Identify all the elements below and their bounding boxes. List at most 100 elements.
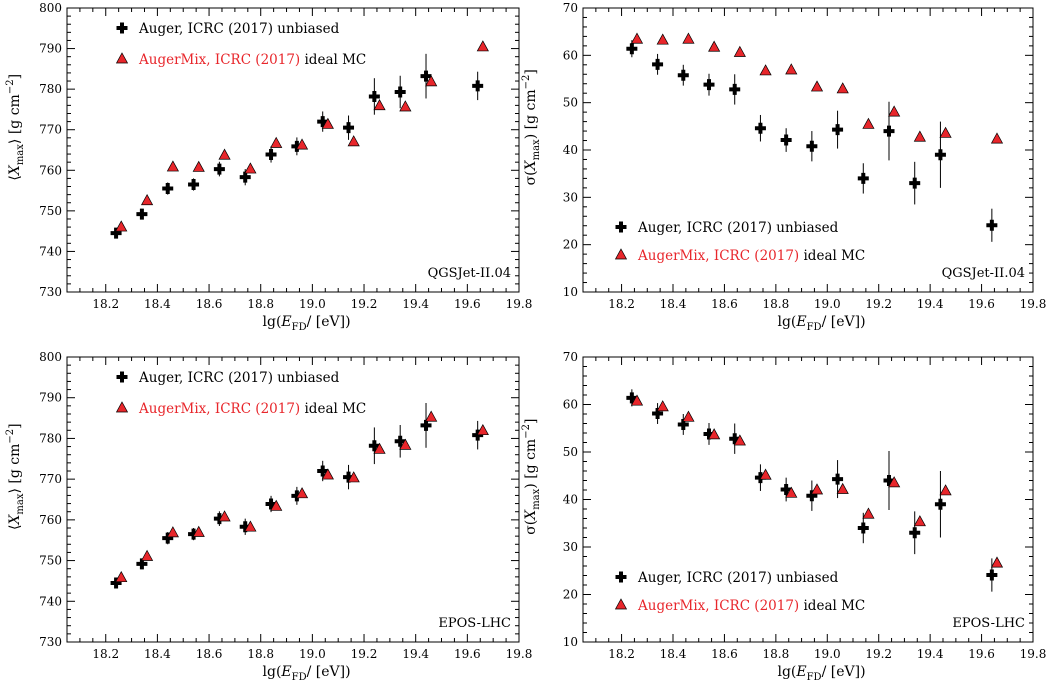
y-tick-label: 800 bbox=[39, 1, 62, 15]
data-point-auger bbox=[420, 419, 432, 431]
y-title-prefix: σ( bbox=[523, 170, 539, 185]
x-tick-label: 19.4 bbox=[917, 647, 944, 661]
data-point-augermix bbox=[913, 130, 926, 142]
y-title-suffix: ) [g cm bbox=[523, 439, 539, 489]
legend-marker-auger bbox=[615, 221, 627, 233]
data-point-auger bbox=[883, 125, 895, 137]
y-tick-label: 780 bbox=[39, 431, 62, 445]
y-tick-label: 10 bbox=[563, 285, 578, 299]
y-title-prefix: ⟨ bbox=[7, 175, 23, 180]
data-point-auger bbox=[832, 473, 844, 485]
x-title-prefix: lg( bbox=[263, 664, 282, 680]
data-point-augermix bbox=[140, 193, 154, 206]
legend-auger-name: Auger, ICRC (2017) bbox=[138, 21, 273, 37]
legend-auger-tag: unbiased bbox=[273, 21, 340, 37]
data-point-auger bbox=[291, 140, 303, 152]
data-point-auger bbox=[188, 528, 200, 540]
data-point-auger bbox=[909, 527, 921, 539]
x-title-sub: FD bbox=[292, 672, 307, 683]
y-title-suffix: ⟩ [g cm bbox=[7, 444, 23, 494]
data-point-augermix bbox=[218, 510, 231, 522]
data-point-augermix bbox=[836, 82, 849, 94]
data-point-augermix bbox=[115, 220, 128, 232]
y-tick-label: 760 bbox=[39, 513, 62, 527]
y-axis-title: ⟨Xmax⟩ [g cm−2] bbox=[5, 74, 26, 181]
data-point-auger bbox=[162, 183, 174, 195]
data-point-augermix bbox=[270, 499, 283, 511]
panel-sigma-xmax-qgsjet: 18.2 18.4 18.6 18.8 19.0 19.2 19.4 19.6 19.8 10 20… bbox=[521, 1, 1046, 333]
data-point-augermix bbox=[682, 32, 695, 44]
data-point-augermix bbox=[373, 99, 386, 111]
data-point-auger bbox=[806, 490, 818, 502]
x-tick-label: 19.0 bbox=[814, 647, 841, 661]
y-title-sup: −2 bbox=[521, 424, 532, 439]
data-point-augermix bbox=[682, 410, 695, 422]
x-axis-title: lg(EFD/ [eV]) bbox=[777, 664, 865, 683]
y-axis-title: ⟨Xmax⟩ [g cm−2] bbox=[5, 423, 26, 530]
y-tick-label: 70 bbox=[563, 1, 578, 15]
x-tick-label: 18.4 bbox=[144, 297, 171, 311]
y-tick-label: 20 bbox=[563, 588, 578, 602]
data-point-auger bbox=[110, 227, 122, 239]
x-tick-label: 19.4 bbox=[402, 297, 429, 311]
data-point-auger bbox=[780, 134, 792, 146]
legend-label-auger: Auger, ICRC (2017) unbiased bbox=[138, 370, 340, 386]
data-point-augermix bbox=[347, 135, 360, 147]
data-point-auger bbox=[857, 522, 869, 534]
data-point-auger bbox=[652, 408, 664, 420]
x-tick-label: 18.8 bbox=[762, 297, 789, 311]
y-tick-label: 60 bbox=[563, 48, 578, 62]
legend-mix-tag: ideal MC bbox=[300, 401, 366, 417]
x-tick-label: 19.6 bbox=[968, 297, 995, 311]
x-title-symbol: E bbox=[280, 664, 291, 680]
data-point-auger bbox=[909, 177, 921, 189]
x-tick-label: 19.6 bbox=[968, 647, 995, 661]
x-title-suffix: / [eV]) bbox=[307, 314, 351, 330]
panel-mean-xmax-epos: 18.2 18.4 18.6 18.8 19.0 19.2 19.4 19.6 19.8 730 7… bbox=[5, 350, 532, 683]
data-point-auger bbox=[317, 465, 329, 477]
data-point-augermix bbox=[785, 486, 798, 498]
y-tick-label: 750 bbox=[39, 204, 62, 218]
y-tick-label: 30 bbox=[563, 190, 578, 204]
x-axis-title: lg(EFD/ [eV]) bbox=[263, 314, 351, 333]
x-tick-label: 19.4 bbox=[402, 647, 429, 661]
data-point-auger bbox=[420, 70, 432, 82]
data-point-augermix bbox=[990, 556, 1004, 568]
y-tick-label: 40 bbox=[563, 143, 578, 157]
y-tick-label: 740 bbox=[39, 594, 62, 608]
x-title-symbol: E bbox=[280, 314, 291, 330]
data-point-augermix bbox=[321, 468, 334, 480]
data-point-augermix bbox=[399, 438, 412, 450]
y-title-sub: max bbox=[531, 139, 542, 160]
data-point-auger bbox=[832, 124, 844, 136]
y-tick-label: 10 bbox=[563, 635, 578, 649]
data-point-auger bbox=[265, 498, 277, 510]
x-tick-label: 19.8 bbox=[1020, 297, 1047, 311]
data-point-auger bbox=[213, 163, 225, 175]
x-tick-label: 19.8 bbox=[506, 647, 533, 661]
legend-marker-augermix bbox=[614, 248, 628, 260]
legend-auger-tag: unbiased bbox=[772, 220, 839, 236]
legend-mix-name: AugerMix, ICRC (2017) bbox=[637, 598, 799, 614]
data-point-augermix bbox=[192, 525, 205, 537]
data-point-auger bbox=[806, 140, 818, 152]
y-title-symbol: X bbox=[523, 159, 539, 171]
x-title-symbol: E bbox=[795, 314, 806, 330]
data-point-augermix bbox=[836, 482, 849, 494]
x-tick-label: 18.6 bbox=[196, 297, 223, 311]
data-point-augermix bbox=[810, 80, 824, 92]
data-point-auger bbox=[934, 498, 946, 510]
data-point-augermix bbox=[218, 148, 231, 160]
x-axis-title: lg(EFD/ [eV]) bbox=[777, 314, 865, 333]
data-point-auger bbox=[754, 472, 766, 484]
y-title-suffix: ⟩ [g cm bbox=[7, 94, 23, 144]
data-point-augermix bbox=[166, 526, 179, 538]
y-title-symbol: X bbox=[523, 509, 539, 521]
x-tick-label: 18.8 bbox=[762, 647, 789, 661]
x-tick-label: 18.2 bbox=[92, 297, 119, 311]
y-tick-label: 770 bbox=[39, 472, 62, 486]
data-point-auger bbox=[472, 429, 484, 441]
x-tick-label: 19.0 bbox=[299, 297, 326, 311]
y-tick-label: 760 bbox=[39, 163, 62, 177]
